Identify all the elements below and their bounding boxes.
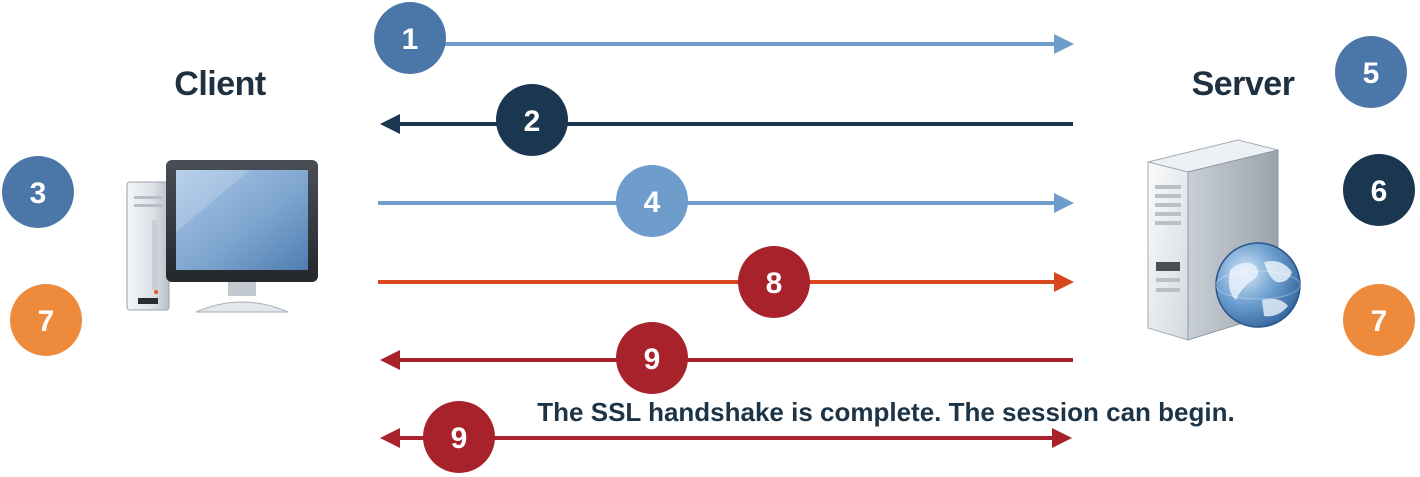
side-badge-6-server: 6 [1343,154,1415,226]
step-badge-9a: 9 [616,322,688,394]
side-badge-5-server: 5 [1335,36,1407,108]
step-number: 7 [38,305,55,338]
step-number: 5 [1363,57,1380,90]
step-number: 9 [451,422,468,455]
step-number: 2 [524,105,541,138]
step-badge-9b: 9 [423,401,495,473]
server-label: Server [1192,65,1295,103]
handshake-complete-caption: The SSL handshake is complete. The sessi… [537,397,1234,427]
step-number: 1 [402,23,419,56]
step-badge-8: 8 [738,246,810,318]
step-number: 8 [766,267,783,300]
message-arrow-8 [378,272,1074,292]
side-badge-7-client: 7 [10,284,82,356]
message-arrow-9b [380,428,1072,448]
side-badge-3-client: 3 [2,156,74,228]
message-arrow-4 [378,193,1074,213]
message-arrow-2 [380,114,1073,134]
desktop-computer-icon [126,160,318,313]
step-number: 9 [644,343,661,376]
step-number: 6 [1371,175,1388,208]
step-number: 4 [644,186,661,219]
server-tower-with-globe-icon [1147,139,1301,341]
message-arrow-9a [380,350,1073,370]
step-badge-1: 1 [374,2,446,74]
step-number: 3 [30,177,47,210]
message-arrow-1 [410,34,1074,54]
client-label: Client [174,65,266,103]
side-badge-7-server: 7 [1343,284,1415,356]
step-badge-4: 4 [616,165,688,237]
step-badge-2: 2 [496,84,568,156]
step-number: 7 [1371,305,1388,338]
